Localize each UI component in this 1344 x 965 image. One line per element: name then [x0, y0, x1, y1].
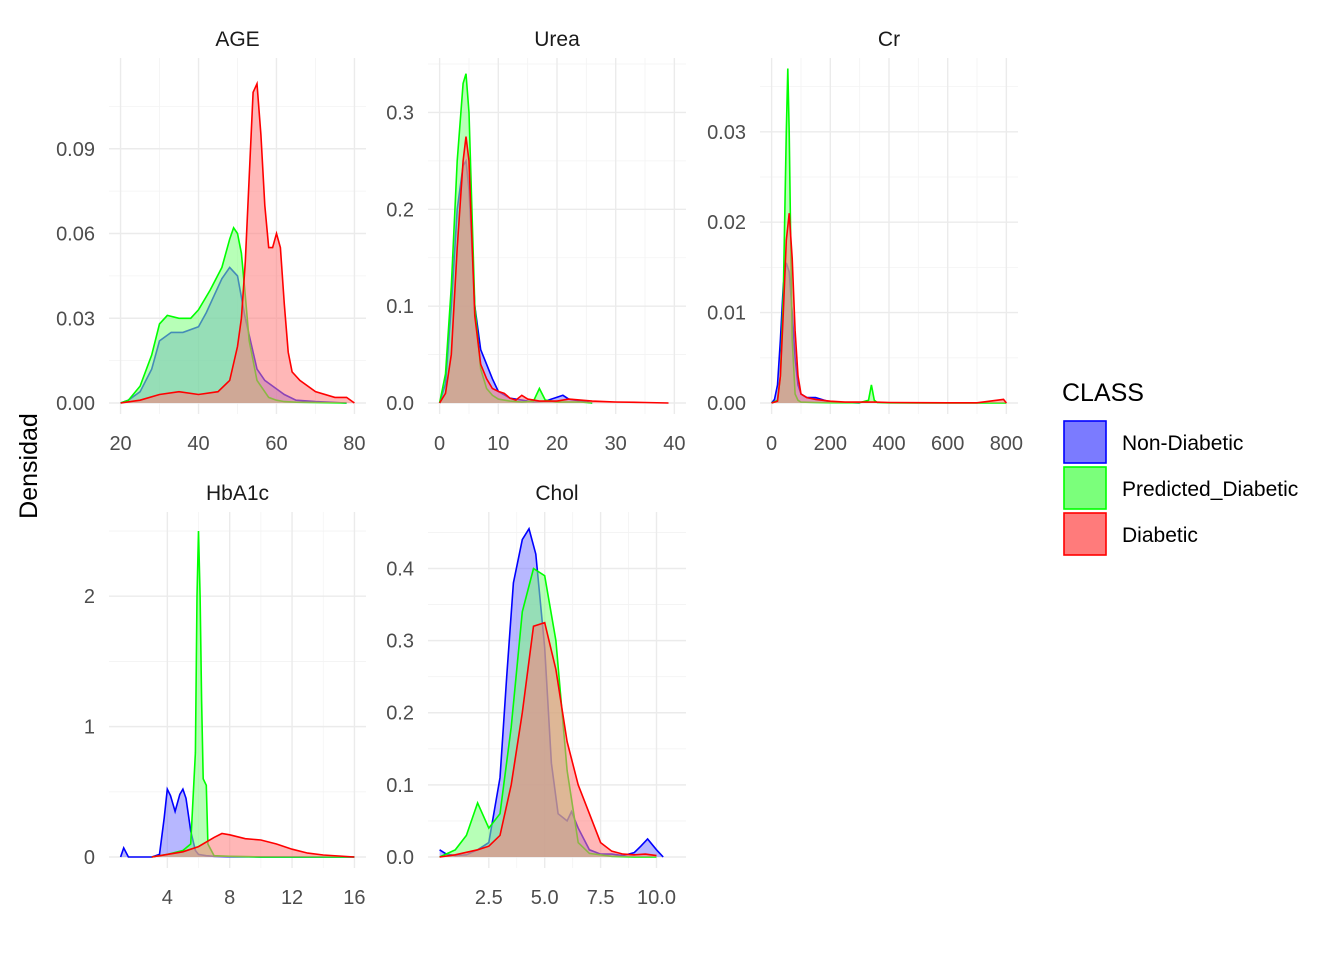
density-areas — [119, 530, 355, 858]
density-line-diabetic — [151, 832, 355, 858]
density-area-non-diabetic — [120, 789, 355, 857]
y-tick-label: 0.03 — [707, 122, 746, 144]
panel-title: Chol — [535, 482, 578, 505]
x-tick-label: 12 — [281, 887, 303, 909]
legend-label: Non-Diabetic — [1122, 432, 1243, 455]
legend: CLASS Non-Diabetic Predicted_Diabetic Diab… — [1062, 379, 1298, 556]
panel-title: Urea — [534, 28, 580, 51]
density-area-predicted-diabetic — [120, 227, 347, 403]
density-areas — [439, 526, 664, 858]
panel-urea: Urea 0 10 20 30 40 0.0 0.1 0.2 0.3 — [386, 28, 686, 455]
density-areas — [438, 73, 669, 404]
density-line-diabetic — [439, 621, 657, 858]
x-tick-label: 40 — [187, 433, 209, 455]
y-tick-label: 0.0 — [386, 393, 414, 415]
legend-item-predicted-diabetic: Predicted_Diabetic — [1063, 466, 1298, 510]
density-area-diabetic — [439, 136, 669, 403]
y-tick-label: 0.09 — [56, 139, 95, 161]
x-tick-label: 30 — [605, 433, 627, 455]
legend-key-swatch — [1063, 466, 1107, 510]
y-tick-label: 0.06 — [56, 224, 95, 246]
x-tick-label: 40 — [663, 433, 685, 455]
density-area-diabetic — [439, 622, 657, 857]
y-axis-label: Densidad — [15, 413, 43, 519]
panel-title: AGE — [215, 28, 259, 51]
legend-item-diabetic: Diabetic — [1063, 512, 1198, 556]
y-tick-label: 0.4 — [386, 558, 414, 580]
legend-title: CLASS — [1062, 379, 1144, 407]
x-tick-label: 16 — [343, 887, 365, 909]
x-tick-label: 4 — [162, 887, 173, 909]
x-tick-label: 5.0 — [531, 887, 559, 909]
density-area-diabetic — [151, 833, 355, 857]
x-tick-label: 2.5 — [475, 887, 503, 909]
density-areas — [120, 80, 355, 404]
panel-gridlines — [760, 58, 1018, 414]
legend-key-swatch — [1063, 420, 1107, 464]
y-tick-label: 0.2 — [386, 199, 414, 221]
density-areas — [770, 68, 1008, 404]
y-tick-label: 0.00 — [707, 393, 746, 415]
x-tick-label: 8 — [224, 887, 235, 909]
legend-label: Diabetic — [1122, 524, 1198, 547]
y-tick-label: 0.03 — [56, 308, 95, 330]
x-tick-label: 10 — [487, 433, 509, 455]
panel-gridlines — [109, 512, 366, 868]
x-tick-label: 200 — [814, 433, 847, 455]
y-tick-label: 0.1 — [386, 296, 414, 318]
x-tick-label: 10.0 — [637, 887, 676, 909]
x-tick-label: 600 — [931, 433, 964, 455]
legend-label: Predicted_Diabetic — [1122, 478, 1298, 501]
y-tick-label: 2 — [84, 586, 95, 608]
y-tick-label: 0.2 — [386, 703, 414, 725]
y-tick-label: 0.00 — [56, 393, 95, 415]
density-line-diabetic — [771, 213, 1008, 404]
y-tick-label: 0.0 — [386, 847, 414, 869]
legend-key-swatch — [1063, 512, 1107, 556]
density-area-diabetic — [771, 213, 1007, 403]
y-tick-label: 0.3 — [386, 631, 414, 653]
y-tick-label: 0 — [84, 847, 95, 869]
y-tick-label: 0.02 — [707, 212, 746, 234]
panel-title: Cr — [878, 28, 900, 51]
x-tick-label: 0 — [766, 433, 777, 455]
density-line-diabetic — [438, 136, 669, 404]
y-tick-label: 0.01 — [707, 303, 746, 325]
x-tick-label: 400 — [872, 433, 905, 455]
panel-age: AGE 20 40 60 80 0.00 0.03 0.06 0.09 — [56, 28, 366, 455]
panel-cr: Cr 0 200 400 600 800 0.00 0.01 0.02 0.03 — [707, 28, 1023, 455]
density-line-diabetic — [120, 80, 355, 404]
y-tick-label: 0.3 — [386, 102, 414, 124]
panel-chol: Chol 2.5 5.0 7.5 10.0 0.0 0.1 0.2 0.3 0.4 — [386, 482, 686, 909]
panel-title: HbA1c — [206, 482, 269, 505]
legend-item-non-diabetic: Non-Diabetic — [1063, 420, 1243, 464]
x-tick-label: 60 — [265, 433, 287, 455]
x-tick-label: 0 — [434, 433, 445, 455]
x-tick-label: 20 — [546, 433, 568, 455]
x-tick-label: 80 — [343, 433, 365, 455]
y-tick-label: 0.1 — [386, 775, 414, 797]
y-tick-label: 1 — [84, 717, 95, 739]
x-tick-label: 7.5 — [587, 887, 615, 909]
x-tick-label: 20 — [109, 433, 131, 455]
x-tick-label: 800 — [990, 433, 1023, 455]
